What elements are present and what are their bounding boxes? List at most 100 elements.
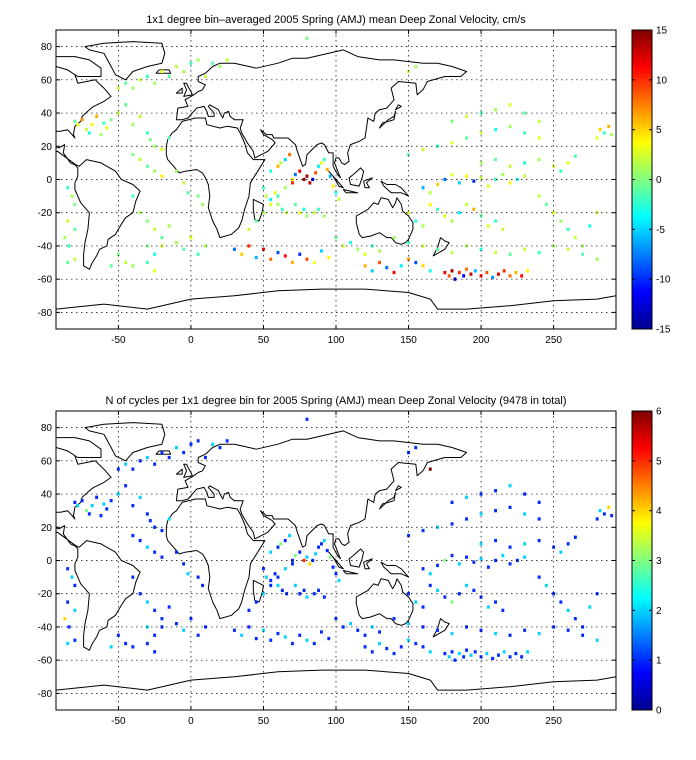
bin-cell [175,241,178,245]
bin-cell [167,455,171,460]
coastline-layer [56,422,616,710]
bin-cell [407,257,410,261]
colorbar-tick-label: 0 [656,175,662,186]
y-tick-label: 60 [41,75,53,86]
y-tick-label: 0 [46,556,52,567]
bin-cell [317,164,320,168]
bin-cell [305,417,309,421]
bin-cell [196,58,200,62]
bin-cell [508,545,512,549]
bin-cell [436,628,439,632]
coastline-10 [380,180,409,197]
bin-cell [494,177,497,182]
bin-cell [465,648,468,652]
bin-cell [443,214,447,218]
bin-cell [465,495,468,499]
bin-cell [153,81,157,85]
bin-cell [73,257,77,261]
bin-cell [85,509,88,513]
bin-cell [486,224,490,228]
bin-cell [312,592,316,596]
bin-cell [276,202,280,207]
bin-cell [291,260,294,265]
bin-cell [523,247,527,251]
bin-cell [508,633,512,637]
bin-cell [407,211,410,215]
coastline-17 [252,579,264,603]
bin-cell [407,638,410,642]
coastline-1 [56,437,102,458]
bin-cell [262,628,265,632]
bin-cell [269,578,273,583]
bin-cell [494,631,497,636]
map-panel-1: -50 0 50 100 150 200 250806040200-20-40-60-801… [38,14,671,346]
bin-cell [175,169,178,173]
bin-cell [421,645,425,649]
colorbar-tick-label: 2 [656,606,662,617]
bin-cell [479,628,483,632]
bin-cell [204,625,207,629]
y-tick-label: 80 [41,42,53,53]
x-tick-label: -50 [111,716,126,727]
coastline-0 [56,60,112,167]
bin-cell [131,194,135,198]
bin-cell [109,118,113,122]
bin-cell [363,645,367,649]
coastline-15 [379,110,396,129]
bin-cell [175,622,178,626]
bin-cell [508,164,512,168]
bin-cell [327,636,331,641]
bin-cell [447,274,451,278]
bin-cell [90,504,94,508]
map-panel-2: -50 0 50 100 150 200 250806040200-20-40-60-80N… [38,395,662,727]
bin-cell [414,64,418,69]
bin-cell [501,172,505,177]
bin-cell [196,252,200,256]
bin-cell [462,655,466,659]
bin-cell [269,583,273,588]
bin-cell [182,628,186,632]
bin-cell [124,103,128,107]
x-tick-label: 0 [188,335,194,346]
bin-cell [320,542,323,546]
bin-cell [66,260,70,265]
bin-cell [109,499,113,503]
bin-cell [607,124,611,128]
bin-cell [473,269,477,273]
bin-cell [537,119,541,123]
bin-cell [269,550,273,554]
bin-cell [160,617,164,621]
bin-cell [291,562,294,566]
bin-cell [392,270,396,275]
bin-cell [269,169,273,173]
bin-cell [116,111,120,115]
bin-cell [337,197,341,202]
x-tick-label: 50 [258,716,270,727]
bin-cell [514,651,518,656]
bin-cell [349,241,352,245]
bin-cell [211,442,215,446]
bin-cell [153,462,157,466]
coastline-5 [175,49,468,179]
bin-cell [523,628,527,632]
bin-cell [95,495,99,499]
bin-cell [276,631,280,636]
bin-cell [167,224,171,228]
coastline-0 [56,441,112,548]
bin-cell [385,646,389,651]
bin-cell [494,489,497,493]
bin-cell [314,552,318,556]
bin-cell [124,641,128,646]
bin-cell [131,152,135,157]
bin-cell [320,161,323,165]
bin-cell [494,538,497,543]
bin-cell [73,638,77,642]
bin-cell [465,202,468,207]
bin-cell [595,257,599,261]
bin-cell [182,181,186,185]
chart-title: 1x1 degree bin–averaged 2005 Spring (AMJ… [146,14,526,26]
chart-title: N of cycles per 1x1 degree bin for 2005 … [105,395,566,407]
bin-cell [523,555,527,559]
bin-cell [331,184,335,188]
bin-cell [283,635,287,639]
